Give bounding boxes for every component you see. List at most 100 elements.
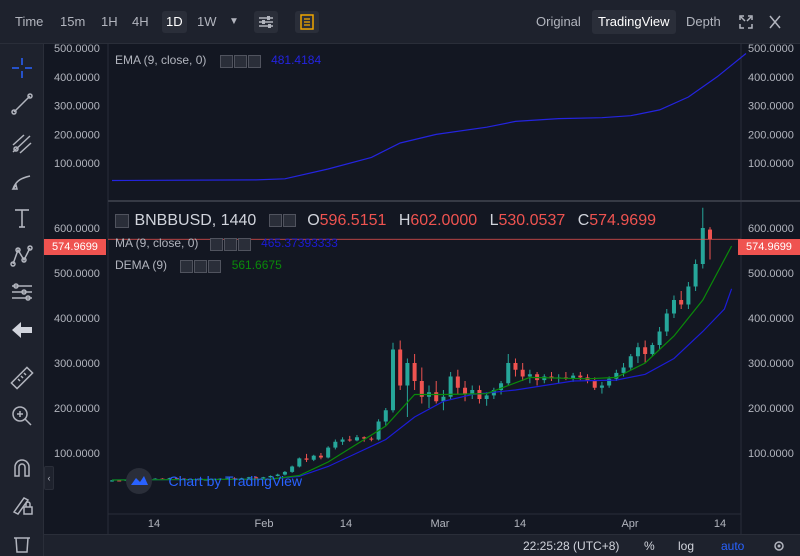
open-value: 596.5151 (319, 212, 387, 230)
candle-body (448, 376, 453, 397)
top-toolbar: Time 15m 1H 4H 1D 1W ▼ Original TradingV… (0, 0, 800, 44)
candle-body (340, 439, 345, 442)
time-axis-label: Apr (621, 518, 638, 530)
time-axis-label: 14 (714, 518, 726, 530)
ruler-icon[interactable] (8, 364, 36, 392)
candle-body (333, 441, 338, 448)
text-icon[interactable] (8, 204, 36, 232)
bottom-bar: 22:25:28 (UTC+8) % log auto (44, 534, 800, 556)
templates-icon[interactable] (295, 11, 319, 33)
fullscreen-icon[interactable] (738, 0, 754, 44)
gear-icon[interactable] (282, 214, 296, 228)
candle-body (153, 478, 158, 480)
gear-icon[interactable] (233, 54, 247, 68)
candle-body (268, 475, 273, 478)
candle-body (477, 390, 482, 399)
crosshair-icon[interactable] (8, 54, 36, 82)
tradingview-logo-icon (126, 468, 152, 494)
symbol-legend: BNBBUSD, 1440 O596.5151 H602.0000 L530.0… (115, 212, 656, 230)
drawing-toolbar: ‹ (0, 44, 54, 556)
ema-axis-label-left: 400.0000 (54, 72, 100, 84)
candle-body (671, 300, 676, 314)
ema-line (111, 53, 747, 182)
low-label: L (489, 212, 499, 230)
candle-body (225, 478, 230, 480)
remove-icon[interactable] (237, 237, 251, 251)
candle-body (246, 477, 251, 479)
eye-icon[interactable] (209, 237, 223, 251)
candle-body (700, 228, 705, 264)
candle-body (506, 363, 511, 384)
percent-toggle[interactable]: % (644, 539, 655, 553)
candle-body (419, 381, 424, 397)
eye-icon[interactable] (268, 214, 282, 228)
ma-legend: MA (9, close, 0) 465.37393333 (115, 236, 338, 251)
price-chart[interactable]: 500.0000 500.0000 400.0000 400.0000 300.0000… (44, 44, 800, 534)
time-axis-label: 14 (148, 518, 160, 530)
gear-icon[interactable] (223, 237, 237, 251)
interval-4h[interactable]: 4H (132, 14, 149, 29)
candle-body (311, 455, 316, 460)
candle-body (326, 447, 331, 458)
candle-body (607, 378, 612, 386)
collapse-legend-icon[interactable] (115, 214, 129, 228)
indicators-icon[interactable] (254, 11, 278, 33)
dema-label: DEMA (9) (115, 258, 168, 272)
auto-toggle[interactable]: auto (721, 539, 745, 553)
magnet-icon[interactable] (8, 454, 36, 482)
remove-icon[interactable] (208, 259, 222, 273)
pattern-icon[interactable] (8, 242, 36, 270)
collapse-toolbar-button[interactable]: ‹ (44, 466, 54, 490)
chevron-down-icon[interactable]: ▼ (229, 16, 239, 27)
interval-15m[interactable]: 15m (60, 14, 86, 29)
eye-icon[interactable] (219, 54, 233, 68)
ema-legend: EMA (9, close, 0) 481.4184 (115, 53, 321, 68)
back-arrow-icon[interactable] (8, 316, 36, 344)
ema-value: 481.4184 (271, 53, 322, 67)
brush-icon[interactable] (8, 168, 36, 196)
view-original[interactable]: Original (536, 14, 581, 29)
interval-1w[interactable]: 1W (197, 14, 217, 29)
candle-body (412, 363, 417, 381)
close-value: 574.9699 (589, 212, 656, 230)
dema-value: 561.6675 (231, 258, 282, 272)
remove-icon[interactable] (247, 54, 261, 68)
tradingview-watermark[interactable]: Chart by TradingView (124, 467, 302, 495)
candle-body (527, 374, 532, 377)
candle-body (657, 331, 662, 345)
interval-1h[interactable]: 1H (101, 14, 118, 29)
ema-label: EMA (9, close, 0) (115, 53, 207, 67)
zoom-in-icon[interactable] (8, 402, 36, 430)
high-value: 602.0000 (410, 212, 478, 230)
trash-icon[interactable] (8, 528, 36, 556)
candle-body (347, 439, 352, 441)
low-value: 530.0537 (498, 212, 566, 230)
main-axis-label-left: 500.0000 (54, 268, 100, 280)
lock-drawings-icon[interactable] (8, 490, 36, 518)
interval-time[interactable]: Time (15, 14, 44, 29)
candle-body (318, 455, 323, 458)
candle-body (499, 383, 504, 390)
view-tradingview[interactable]: TradingView (592, 10, 676, 34)
symbol-title: BNBBUSD, 1440 (134, 212, 257, 230)
time-axis-label: 14 (514, 518, 526, 530)
trend-line-icon[interactable] (8, 90, 36, 118)
dema-legend: DEMA (9) 561.6675 (115, 258, 282, 273)
log-toggle[interactable]: log (678, 539, 695, 553)
gear-icon[interactable] (194, 259, 208, 273)
prediction-icon[interactable] (8, 278, 36, 306)
settings-gear-icon[interactable] (772, 535, 786, 556)
ema-axis-label-left: 300.0000 (54, 101, 100, 113)
close-icon[interactable] (768, 0, 782, 44)
eye-icon[interactable] (180, 259, 194, 273)
candle-body (578, 375, 583, 378)
main-axis-label-left: 400.0000 (54, 313, 100, 325)
ema-axis-label-left: 100.0000 (54, 158, 100, 170)
pitchfork-icon[interactable] (8, 130, 36, 158)
view-depth[interactable]: Depth (686, 14, 721, 29)
candle-body (117, 480, 122, 482)
candle-body (232, 478, 237, 480)
candle-body (110, 480, 114, 482)
interval-1d[interactable]: 1D (162, 11, 187, 33)
candle-body (679, 300, 684, 305)
